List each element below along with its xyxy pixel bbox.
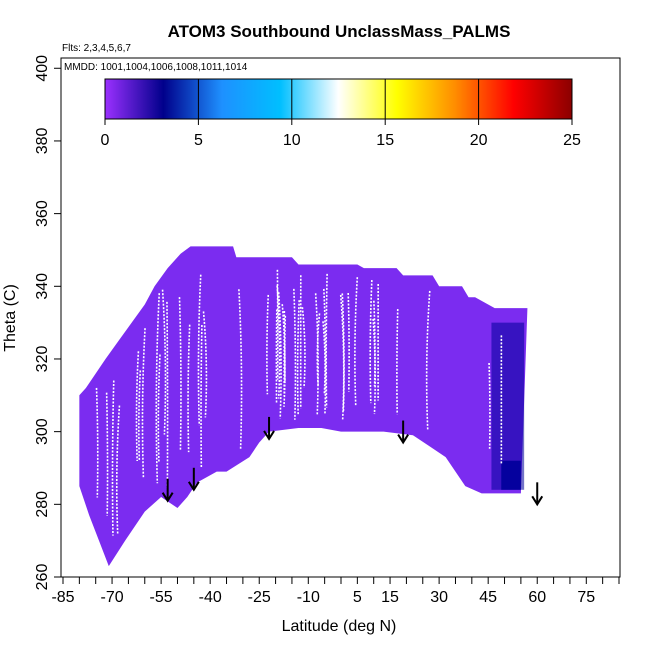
y-tick-label: 380 xyxy=(34,127,51,154)
flight-track xyxy=(238,289,243,450)
x-tick-label: 15 xyxy=(381,589,399,606)
x-tick-label: 30 xyxy=(430,589,448,606)
x-tick-label: 60 xyxy=(528,589,546,606)
arrow-head xyxy=(187,481,200,492)
flight-track xyxy=(178,297,182,451)
flight-track xyxy=(135,351,140,461)
x-tick-label: 75 xyxy=(577,589,595,606)
flight-track xyxy=(325,273,328,408)
flight-track xyxy=(488,363,491,449)
flight-track xyxy=(296,300,301,416)
x-tick-label: -40 xyxy=(199,589,222,606)
y-tick-label: 360 xyxy=(34,200,51,227)
dates-note: MMDD: 1001,1004,1006,1008,1011,1014 xyxy=(64,62,248,73)
y-tick-label: 260 xyxy=(34,564,51,591)
flight-track xyxy=(202,311,208,418)
arrow-markers xyxy=(161,416,544,507)
flight-track xyxy=(115,405,121,535)
flight-track xyxy=(341,293,345,412)
flight-track xyxy=(95,387,99,498)
y-tick-label: 300 xyxy=(34,418,51,445)
arrow-head xyxy=(397,434,409,445)
high-value-core xyxy=(501,460,521,490)
flight-track xyxy=(369,280,373,404)
y-axis: 260 280 300 320 340 360 380 400 xyxy=(34,55,61,591)
flight-track xyxy=(396,309,399,415)
flight-track xyxy=(166,301,169,488)
data-fill xyxy=(79,246,528,567)
data-region xyxy=(79,246,528,567)
arrow-head xyxy=(263,430,275,441)
flight-track xyxy=(293,288,297,420)
x-tick-label: 5 xyxy=(353,589,362,606)
flight-track xyxy=(197,274,202,426)
arrow-head xyxy=(531,495,544,507)
x-tick-label: -25 xyxy=(248,589,271,606)
colorbar-tick-label: 5 xyxy=(194,132,203,149)
flight-track xyxy=(354,277,359,407)
x-tick-label: -85 xyxy=(51,589,74,606)
x-axis: -85 -70 -55 -40 -25 -10 5 15 30 45 60 75 xyxy=(51,577,620,606)
flight-track xyxy=(266,294,270,395)
flight-track xyxy=(141,328,146,478)
x-tick-label: -10 xyxy=(297,589,320,606)
flight-track xyxy=(200,324,203,468)
y-tick-label: 320 xyxy=(34,346,51,373)
flight-track xyxy=(347,292,350,392)
flight-track xyxy=(157,354,161,463)
flights-note: Flts: 2,3,4,5,6,7 xyxy=(62,43,131,54)
colorbar xyxy=(104,78,573,120)
colorbar-tick-label: 25 xyxy=(563,132,581,149)
colorbar-tick-label: 20 xyxy=(470,132,488,149)
flight-track xyxy=(373,300,376,387)
flight-track xyxy=(276,285,281,399)
colorbar-tick-label: 15 xyxy=(376,132,394,149)
flight-track xyxy=(277,292,282,419)
x-tick-label: -55 xyxy=(150,589,173,606)
flight-track xyxy=(322,321,326,395)
x-tick-label: -70 xyxy=(100,589,123,606)
flight-track xyxy=(187,324,191,453)
flight-track xyxy=(155,293,161,484)
colorbar-tick-label: 0 xyxy=(101,132,110,149)
flight-track xyxy=(301,307,306,388)
y-tick-label: 400 xyxy=(34,55,51,82)
colorbar-ticks: 0 5 10 15 20 25 xyxy=(101,79,581,149)
y-axis-title: Theta (C) xyxy=(2,284,19,352)
flight-track xyxy=(425,290,431,431)
flight-track xyxy=(281,304,286,407)
flight-track xyxy=(314,293,319,415)
colorbar-tick-label: 10 xyxy=(283,132,301,149)
x-tick-label: 45 xyxy=(479,589,497,606)
y-tick-label: 340 xyxy=(34,273,51,300)
arrow-head xyxy=(161,492,174,503)
flight-track xyxy=(372,318,376,415)
flight-track xyxy=(138,370,142,462)
flight-track xyxy=(283,315,287,383)
y-tick-label: 280 xyxy=(34,491,51,518)
chart-title: ATOM3 Southbound UnclassMass_PALMS xyxy=(168,22,511,41)
flight-track xyxy=(111,380,115,536)
x-axis-title: Latitude (deg N) xyxy=(282,618,397,635)
flight-track xyxy=(105,392,109,516)
